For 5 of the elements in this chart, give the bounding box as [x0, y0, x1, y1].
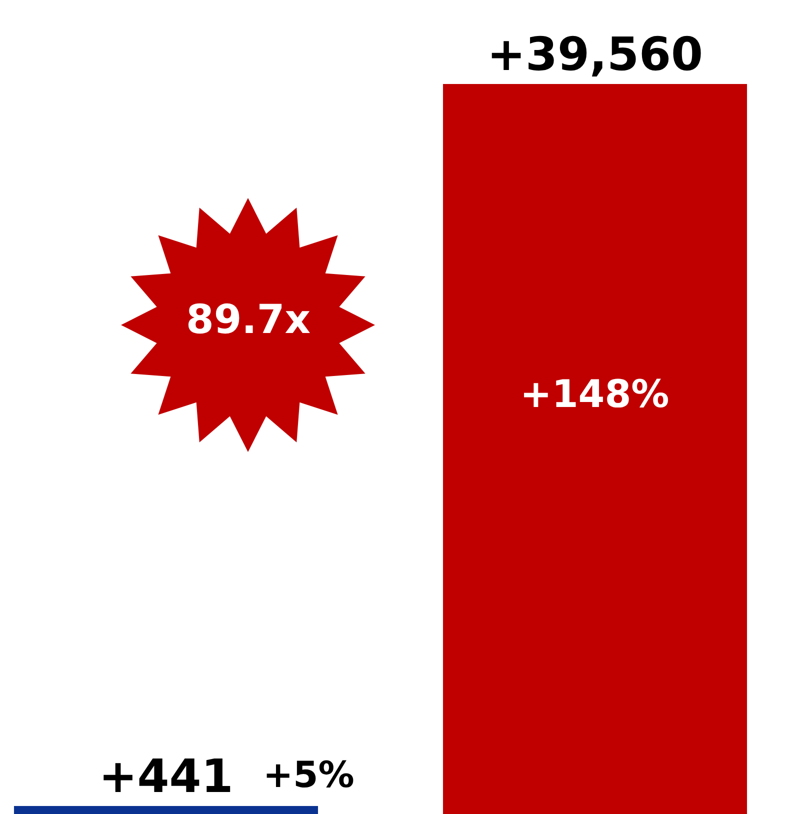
- data-label: +39,560: [486, 27, 704, 81]
- annotation: 89.7x: [186, 297, 311, 343]
- data-label: +441: [98, 749, 234, 803]
- annotation: +148%: [520, 372, 670, 416]
- annotation: +5%: [263, 755, 354, 796]
